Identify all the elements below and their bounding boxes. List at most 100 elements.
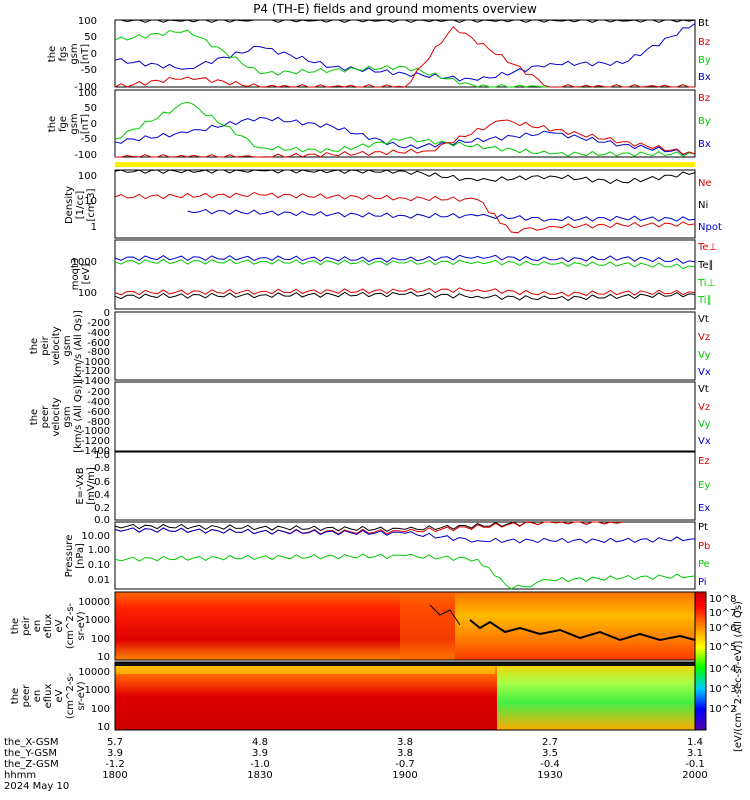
svg-text:sr-eV): sr-eV) (76, 681, 87, 710)
ytick-label: 10000 (78, 667, 110, 678)
colorbar-label: [eV/(cm^2-sec-sr-eV)] (All Qs) (733, 601, 744, 752)
ytick-label: 10000 (78, 597, 110, 608)
ytick-label: -1000 (81, 426, 110, 437)
xtick-label-y: 3.8 (397, 748, 413, 759)
legend-te-perp: Te⊥ (697, 242, 717, 253)
ytick-label: 10 (97, 652, 110, 663)
ytick-label: 10 (84, 196, 97, 207)
ytick-label: -1400 (81, 446, 110, 457)
svg-text:peer: peer (21, 684, 32, 708)
series-layer (114, 19, 696, 590)
ytick-label: 0 (91, 119, 97, 130)
panel-fge: the fge gsm [nT] 100 50 0 -50 -100 Bz By… (47, 88, 711, 161)
legend-vt: Vt (698, 314, 709, 325)
panel-peir-velocity-legend: Vt Vz Vy Vx (698, 314, 711, 378)
ytick-label: 0.8 (94, 463, 110, 474)
svg-text:gsm: gsm (69, 43, 80, 64)
colorbar-tick: 10^2 (709, 704, 736, 715)
panel-peir-velocity: the peir velocity gsm [km/s (All Qs)] 0 … (29, 308, 711, 387)
ytick-label: -400 (87, 328, 110, 339)
panel-efield-ytick-labels: 1.0 0.8 0.6 0.4 0.2 0.0 (94, 450, 110, 526)
panel-peer-spectrogram: the peer en eflux eV (cm^2-s- sr-eV) 100… (10, 661, 696, 733)
ytick-label: 0.0 (94, 515, 110, 526)
svg-text:velocity: velocity (51, 397, 62, 436)
xtick-label-x: 1.4 (687, 737, 703, 748)
panel-peir-spectrogram: the peir en eflux eV (cm^2-s- sr-eV) 100… (10, 591, 696, 663)
series-npot-line (187, 208, 696, 222)
legend-ne: Ne (698, 178, 712, 189)
colorbar-tick: 10^5 (709, 642, 736, 653)
svg-text:eflux: eflux (43, 684, 54, 709)
legend-bz: Bz (698, 37, 710, 48)
series-bz-line (115, 119, 696, 158)
panel-peer-velocity-ytick-labels: -200 -400 -600 -800 -1000 -1200 -1400 (81, 387, 110, 457)
colorbar: 10^8 10^7 10^6 10^5 10^4 10^3 10^2 [eV/(… (694, 591, 744, 752)
svg-text:Density: Density (64, 186, 75, 224)
svg-text:the: the (10, 618, 21, 634)
ytick-label: 50 (84, 32, 97, 43)
panel-peer-velocity-ylabel: the peer velocity gsm [km/s (All Qs)] (29, 381, 84, 453)
series-ti-line (114, 254, 696, 264)
panel-density: Density [1/cc] [cm-3] 100 10 1 Ne Ni Npo… (64, 169, 722, 239)
legend-bx: Bx (698, 139, 711, 150)
svg-text:eV: eV (54, 689, 65, 702)
legend-vx: Vx (698, 436, 711, 447)
ytick-label: 0.2 (94, 503, 110, 514)
panel-peir-velocity-ytick-labels: 0 -200 -400 -600 -800 -1000 -1200 -1400 (81, 308, 110, 387)
ytick-label: -400 (87, 397, 110, 408)
ytick-label: 10.00 (81, 531, 110, 542)
panel-pressure-legend: Pt Pb Pe Pi (698, 522, 710, 588)
ytick-label: -800 (87, 417, 110, 428)
ytick-label: 0.01 (88, 575, 110, 586)
svg-text:peir: peir (40, 335, 51, 355)
ytick-label: 1000 (85, 615, 110, 626)
svg-text:eflux: eflux (43, 614, 54, 639)
ytick-label: 0.4 (94, 490, 110, 501)
ytick-label: -50 (81, 65, 97, 76)
y-row-label: the_Y-GSM (4, 748, 57, 759)
svg-text:eV: eV (54, 619, 65, 632)
ytick-label: -1200 (81, 436, 110, 447)
legend-vt: Vt (698, 384, 709, 395)
svg-text:[mV/m]: [mV/m] (86, 467, 97, 505)
z-row-label: the_Z-GSM (4, 759, 59, 770)
panel-fge-ytick-labels: 100 50 0 -50 -100 (74, 88, 97, 161)
x-row-label: the_X-GSM (4, 737, 58, 748)
ytick-label: 1000 (72, 257, 97, 268)
legend-by: By (698, 116, 711, 127)
svg-text:the: the (47, 116, 58, 132)
figure-title: P4 (TH-E) fields and ground moments over… (253, 2, 537, 16)
ytick-label: -1200 (81, 366, 110, 377)
ytick-label: 1.00 (88, 545, 110, 556)
panel-fgs-ytick-labels: 100 50 0 -50 -100 (74, 16, 97, 93)
svg-text:(cm^2-s-: (cm^2-s- (65, 602, 76, 649)
ytick-label: -100 (74, 150, 97, 161)
panel-peir-velocity-ylabel: the peir velocity gsm [km/s (All Qs)] (29, 310, 84, 382)
panel-peir-spectrogram-ytick-labels: 10000 1000 100 10 (78, 597, 110, 663)
panel-pressure-ytick-labels: 10.00 1.00 0.10 0.01 (81, 531, 110, 586)
panel-density-ytick-labels: 100 10 1 (78, 171, 97, 233)
series-bz-line (114, 25, 695, 88)
xtick-label-z: -0.1 (685, 759, 705, 770)
xtick-label-z: -0.7 (395, 759, 415, 770)
legend-ti-perp: Ti⊥ (697, 278, 715, 289)
series-bt-line (115, 19, 696, 23)
series-bx-line (114, 23, 696, 82)
svg-text:[cm-3]: [cm-3] (86, 188, 97, 221)
ytick-label: 1.0 (94, 450, 110, 461)
svg-text:[1/cc]: [1/cc] (75, 191, 86, 220)
ytick-label: 0.10 (88, 560, 110, 571)
panel-pressure-ylabel: Pressure [nPa] (64, 535, 86, 578)
ytick-label: -600 (87, 407, 110, 418)
ytick-label: 0 (104, 308, 110, 319)
svg-text:the: the (29, 409, 40, 425)
ytick-label: 100 (78, 171, 97, 182)
legend-vy: Vy (698, 419, 711, 430)
colorbar-tick: 10^8 (709, 594, 736, 605)
ytick-label: -200 (87, 387, 110, 398)
xtick-label-z: -0.4 (540, 759, 560, 770)
panel-fgs: the fgs gsm [nT] 100 50 0 -50 -100 Bt Bz… (47, 16, 711, 93)
svg-text:[nT]: [nT] (80, 44, 91, 64)
legend-by: By (698, 55, 711, 66)
